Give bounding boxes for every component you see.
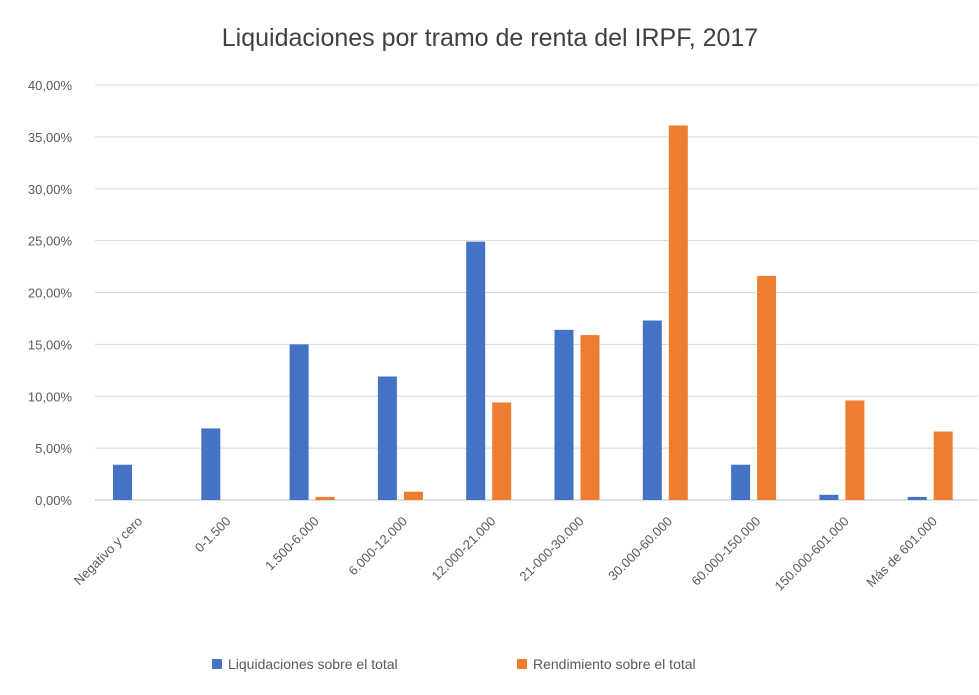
- bar-liquidaciones: [289, 344, 309, 500]
- x-tick-label: Más de 601.000: [863, 514, 940, 591]
- bar-rendimiento: [757, 275, 777, 500]
- x-tick-label: 60.000-150.000: [688, 514, 763, 589]
- x-tick-label: 21-000-30.000: [516, 514, 586, 584]
- legend-label: Liquidaciones sobre el total: [228, 656, 398, 672]
- bar-liquidaciones: [377, 376, 397, 500]
- y-tick-label: 40,00%: [28, 78, 73, 93]
- bar-rendimiento: [668, 125, 688, 501]
- x-tick-label: 1.500-6.000: [262, 514, 322, 574]
- bar-rendimiento: [845, 400, 865, 500]
- y-tick-label: 15,00%: [28, 337, 73, 352]
- y-axis: 0,00% 5,00% 10,00% 15,00% 20,00% 25,00% 30,00%…: [28, 78, 73, 508]
- x-axis: Negativo y cero 0-1.500 1.500-6.000 6.000-1…: [71, 514, 940, 594]
- bar-liquidaciones: [819, 494, 839, 500]
- x-tick-label: 0-1.500: [192, 514, 234, 556]
- y-tick-label: 10,00%: [28, 389, 73, 404]
- bar-liquidaciones: [907, 496, 927, 500]
- bar-rendimiento: [933, 431, 953, 500]
- bar-liquidaciones: [201, 428, 221, 500]
- legend-swatch: [517, 659, 527, 669]
- y-tick-label: 35,00%: [28, 130, 73, 145]
- bar-rendimiento: [492, 402, 512, 500]
- bar-rendimiento: [580, 335, 600, 500]
- chart-title: Liquidaciones por tramo de renta del IRP…: [222, 24, 758, 52]
- y-tick-label: 0,00%: [35, 493, 72, 508]
- y-tick-label: 30,00%: [28, 182, 73, 197]
- legend-swatch: [212, 659, 222, 669]
- x-tick-label: 6.000-12.000: [345, 514, 410, 579]
- bar-rendimiento: [403, 491, 423, 500]
- bar-liquidaciones: [554, 329, 574, 500]
- bar-liquidaciones: [466, 241, 486, 500]
- bar-liquidaciones: [731, 464, 751, 500]
- y-tick-label: 20,00%: [28, 286, 73, 301]
- y-tick-label: 5,00%: [35, 441, 72, 456]
- bar-liquidaciones: [113, 464, 132, 500]
- x-tick-label: 12.000-21.000: [429, 514, 499, 584]
- x-tick-label: Negativo y cero: [71, 514, 145, 588]
- legend: Liquidaciones sobre el total Rendimiento …: [212, 656, 696, 672]
- bar-rendimiento: [315, 496, 335, 500]
- y-tick-label: 25,00%: [28, 234, 73, 249]
- gridlines: [95, 84, 978, 501]
- legend-label: Rendimiento sobre el total: [533, 656, 696, 672]
- bar-liquidaciones: [642, 320, 662, 500]
- bars: [113, 125, 953, 501]
- x-tick-label: 150.000-601.000: [772, 514, 852, 594]
- x-tick-label: 30.000-60.000: [605, 514, 675, 584]
